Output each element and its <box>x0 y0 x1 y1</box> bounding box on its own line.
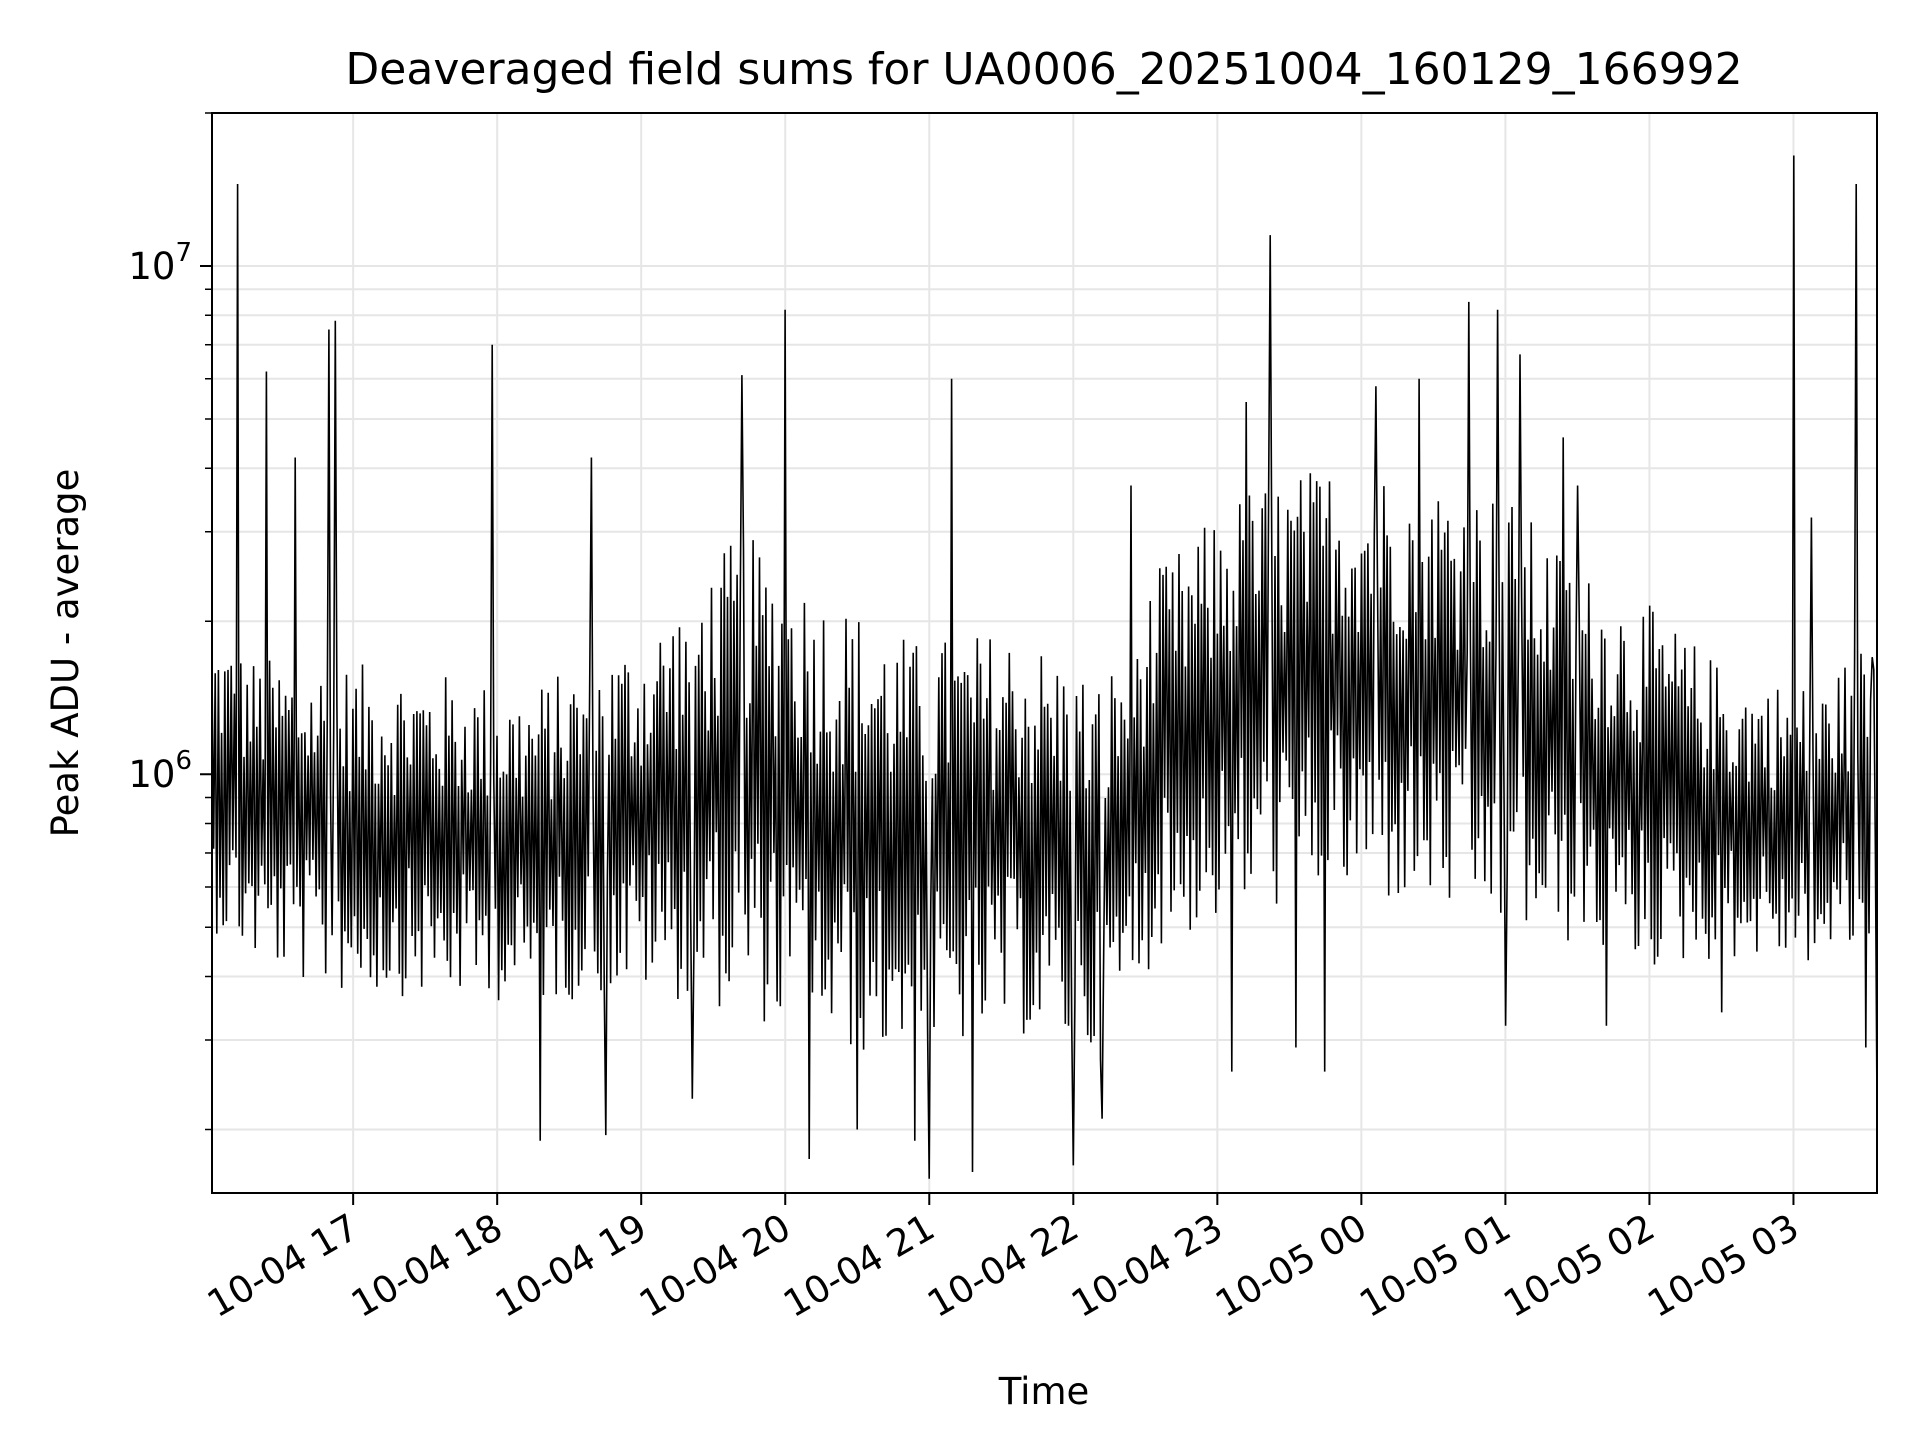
x-tick-label: 10-04 17 <box>200 1206 366 1326</box>
grid <box>212 112 1877 1193</box>
y-tick-base: 10 <box>128 753 175 796</box>
y-tick-label: 106 <box>128 746 192 796</box>
x-tick-label: 10-04 21 <box>776 1206 942 1326</box>
x-tick-label: 10-05 00 <box>1208 1206 1374 1326</box>
x-tick-label: 10-04 23 <box>1064 1206 1230 1326</box>
plot-frame <box>211 112 1878 1194</box>
x-tick-label: 10-05 01 <box>1352 1206 1518 1326</box>
chart-title: Deaveraged field sums for UA0006_2025100… <box>345 44 1742 95</box>
y-tick-exponent: 6 <box>175 746 192 776</box>
series-line <box>211 155 1878 1179</box>
x-tick-label: 10-04 19 <box>488 1206 654 1326</box>
x-axis-label: Time <box>998 1370 1090 1413</box>
x-tick-label: 10-04 18 <box>344 1206 510 1326</box>
x-tick-label: 10-04 20 <box>632 1206 798 1326</box>
y-tick-exponent: 7 <box>175 238 192 268</box>
x-tick-label: 10-05 02 <box>1496 1206 1662 1326</box>
x-tick-label: 10-05 03 <box>1640 1206 1806 1326</box>
y-tick-base: 10 <box>128 245 175 288</box>
x-tick-label: 10-04 22 <box>920 1206 1086 1326</box>
y-axis-label: Peak ADU - average <box>44 469 87 838</box>
data-series <box>211 155 1878 1179</box>
y-tick-label: 107 <box>128 238 192 288</box>
